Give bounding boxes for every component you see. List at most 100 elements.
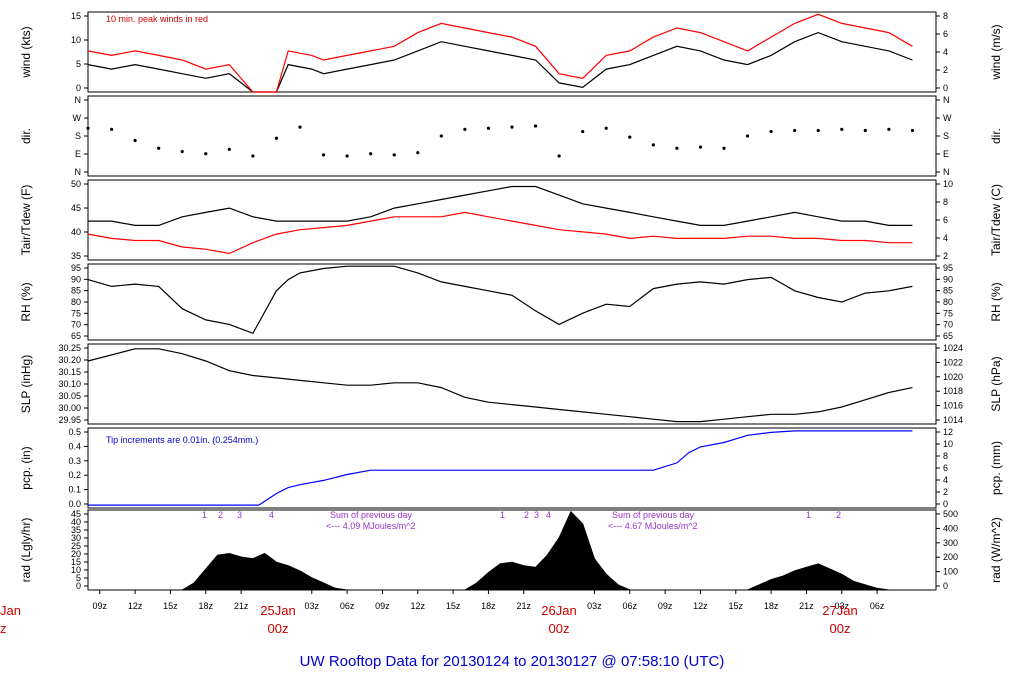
direction-point: [557, 154, 561, 158]
x-tick-label: 09z: [375, 601, 390, 611]
axis-label-right: rad (W/m^2): [989, 517, 1003, 583]
tick-label-left: 29.95: [58, 415, 81, 425]
direction-point: [109, 127, 114, 131]
tick-label-left: 30.05: [58, 391, 81, 401]
panel-temp-frame: [87, 179, 937, 261]
tick-label-right: 12: [943, 427, 953, 437]
x-tick-label: 18z: [199, 601, 214, 611]
direction-point: [369, 152, 373, 156]
direction-point: [204, 152, 208, 156]
tick-label-left: 35: [71, 251, 81, 261]
direction-point: [651, 143, 655, 147]
tick-label-left: 35: [71, 525, 81, 535]
tick-label-right: 8: [943, 197, 948, 207]
direction-point: [274, 136, 279, 140]
direction-point: [510, 125, 514, 129]
tick-label-left: 15: [71, 557, 81, 567]
direction-point: [675, 146, 679, 150]
tick-label-left: 40: [71, 517, 81, 527]
day-label-partial-date: Jan: [0, 603, 21, 618]
direction-point: [628, 135, 632, 139]
tick-label-left: 30.10: [58, 379, 81, 389]
series-line-precip: [88, 430, 913, 506]
rad-sum-note-1: Sum of previous day: [330, 510, 413, 520]
tick-label-left: 20: [71, 549, 81, 559]
tick-label-right: 10: [943, 439, 953, 449]
tick-label-right: 6: [943, 463, 948, 473]
tick-label-right: N: [943, 95, 950, 105]
direction-point: [745, 134, 750, 138]
series-line-10-min-peak-winds: [87, 13, 913, 93]
direction-point: [392, 153, 396, 157]
panel-slp-frame: [87, 343, 937, 425]
rad-hour-marker: 3: [534, 510, 539, 520]
tick-label-right: 0: [943, 581, 948, 591]
tick-label-left: 0.5: [68, 427, 81, 437]
direction-point: [816, 128, 820, 133]
direction-point: [298, 125, 302, 129]
tick-label-left: 0.0: [68, 499, 81, 509]
tick-label-left: 0.3: [68, 456, 81, 466]
x-tick-label: 15z: [729, 601, 744, 611]
rad-hour-marker: 2: [218, 510, 223, 520]
tick-label-left: 45: [71, 203, 81, 213]
day-label-date: 27Jan: [822, 603, 857, 618]
tick-label-left: 15: [71, 11, 81, 21]
tick-label-right: W: [943, 113, 952, 123]
series-line-wind-speed: [87, 31, 913, 93]
tick-label-right: 80: [943, 297, 953, 307]
direction-point: [251, 154, 255, 158]
axis-label-left: dir.: [19, 128, 33, 144]
tick-label-right: 0: [943, 83, 948, 93]
tick-label-right: N: [943, 167, 950, 177]
day-label-hour: 00z: [830, 621, 851, 636]
direction-point: [463, 127, 467, 131]
x-tick-label: 06z: [340, 601, 355, 611]
direction-point: [840, 127, 844, 131]
direction-point: [887, 127, 891, 131]
tick-label-right: 2: [943, 251, 948, 261]
panel-rh-frame: [87, 263, 937, 341]
tick-label-left: 30.15: [58, 367, 81, 377]
panel-wind-frame: [87, 11, 937, 93]
rad-sum-value-1: <--- 4.09 MJoules/m^2: [326, 521, 416, 531]
tick-label-left: 90: [71, 274, 81, 284]
direction-point: [722, 146, 726, 150]
tick-label-left: 5: [76, 59, 81, 69]
tick-label-left: 30.00: [58, 403, 81, 413]
axis-label-left: rad (Lgly/hr): [19, 518, 33, 583]
day-label-date: 26Jan: [541, 603, 576, 618]
axis-label-left: Tair/Tdew (F): [19, 185, 33, 256]
tick-label-right: 4: [943, 233, 948, 243]
x-tick-label: 12z: [411, 601, 426, 611]
x-tick-label: 21z: [234, 601, 249, 611]
tick-label-left: 30.25: [58, 343, 81, 353]
tick-label-right: 6: [943, 215, 948, 225]
tick-label-right: 300: [943, 538, 958, 548]
rad-hour-marker: 4: [546, 510, 551, 520]
axis-label-left: pcp. (in): [19, 446, 33, 489]
direction-point: [793, 128, 797, 133]
tick-label-right: 70: [943, 320, 953, 330]
tick-label-right: 400: [943, 523, 958, 533]
x-tick-label: 09z: [658, 601, 673, 611]
rad-hour-marker: 1: [500, 510, 505, 520]
rad-hour-marker: 3: [237, 510, 242, 520]
direction-point: [227, 147, 231, 151]
x-tick-label: 18z: [764, 601, 779, 611]
x-tick-label: 03z: [587, 601, 602, 611]
tick-label-left: 65: [71, 331, 81, 341]
tick-label-right: 6: [943, 29, 948, 39]
day-label-hour: 00z: [268, 621, 289, 636]
series-line-Tair: [88, 185, 913, 226]
x-tick-label: 21z: [799, 601, 814, 611]
x-tick-label: 15z: [163, 601, 178, 611]
axis-label-right: Tair/Tdew (C): [989, 184, 1003, 256]
rad-sum-value-2: <--- 4.67 MJoules/m^2: [608, 521, 698, 531]
direction-point: [133, 138, 137, 143]
axis-label-left: wind (kts): [19, 26, 33, 78]
direction-point: [180, 149, 184, 154]
tick-label-left: 80: [71, 297, 81, 307]
pcp-tip-note: Tip increments are 0.01in. (0.254mm.): [106, 435, 258, 445]
tick-label-left: 0: [76, 83, 81, 93]
